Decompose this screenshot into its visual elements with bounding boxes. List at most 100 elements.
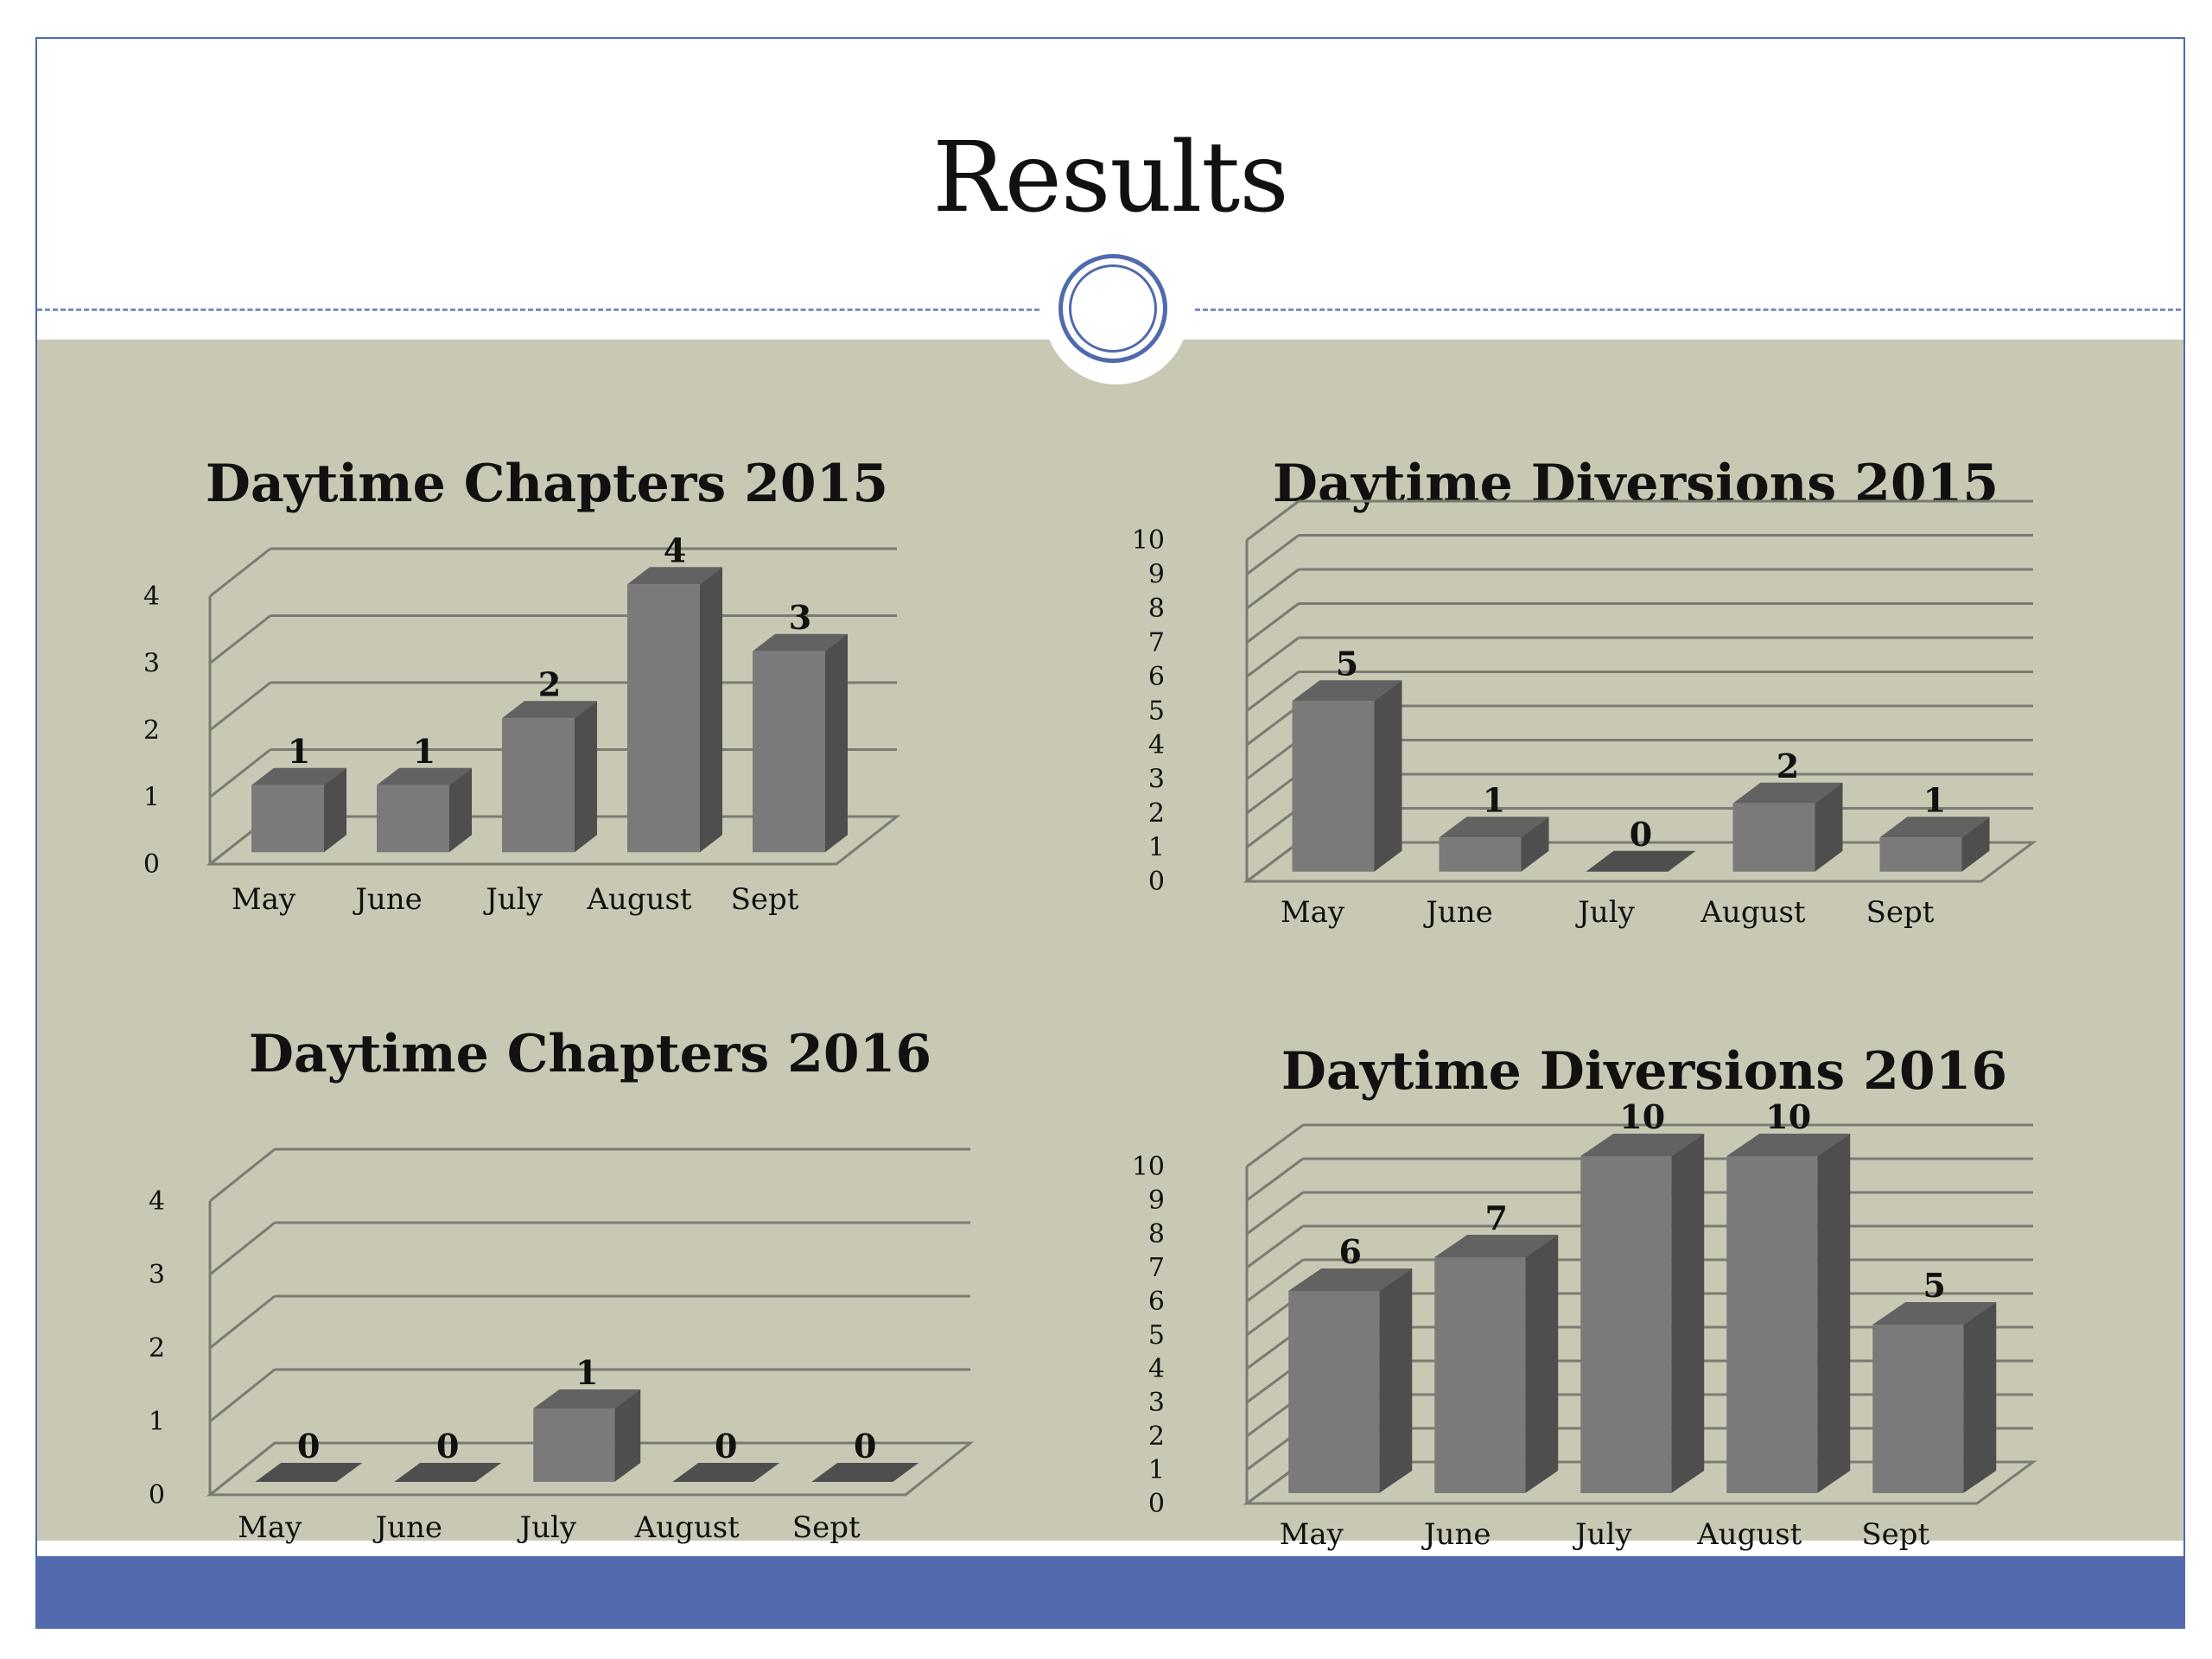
- x-tick-label: June: [353, 882, 423, 917]
- y-tick-label: 2: [143, 715, 160, 746]
- bar-top: [502, 701, 597, 719]
- gridline-side: [209, 1294, 276, 1350]
- data-label: 10: [1765, 1097, 1811, 1136]
- y-tick-label: 2: [1148, 798, 1165, 829]
- data-label: 5: [1923, 1266, 1946, 1305]
- bar-june: [1434, 1235, 1559, 1493]
- y-tick-label: 4: [149, 1186, 165, 1217]
- chart-title: Daytime Diversions 2016: [1281, 1041, 2008, 1102]
- bar-top: [753, 633, 848, 652]
- data-label: 1: [288, 732, 310, 771]
- y-tick-label: 2: [149, 1333, 165, 1363]
- y-tick-label: 10: [1132, 1152, 1165, 1182]
- gridline-side: [209, 681, 271, 732]
- medallion-inner-ring: [1069, 264, 1157, 353]
- bar-top: [533, 1389, 641, 1408]
- bar-july: [533, 1389, 641, 1482]
- bar-front: [1434, 1257, 1526, 1493]
- y-tick-label: 3: [143, 649, 160, 679]
- bar-side: [449, 767, 472, 853]
- bar-side: [1817, 1134, 1851, 1493]
- gridline-side: [209, 1368, 276, 1423]
- y-tick-label: 5: [1148, 696, 1165, 727]
- bar-flat: [255, 1463, 363, 1482]
- bar-may: [1288, 1268, 1413, 1493]
- x-tick-label: Sept: [1861, 1517, 1929, 1552]
- bar-june: [1439, 817, 1549, 872]
- bar-front: [1292, 701, 1375, 872]
- x-tick-label: June: [1423, 895, 1493, 930]
- gridline-side: [1246, 841, 1300, 883]
- x-tick-label: May: [1281, 895, 1345, 930]
- data-label: 7: [1485, 1198, 1508, 1237]
- x-tick-label: August: [586, 882, 692, 917]
- bar-flat: [672, 1463, 780, 1482]
- y-tick-label: 1: [143, 783, 160, 813]
- bar-august: [627, 567, 722, 853]
- data-label: 1: [1923, 780, 1946, 819]
- data-label: 0: [715, 1427, 737, 1465]
- bar-august: [1726, 1134, 1851, 1493]
- bar-side: [825, 633, 848, 853]
- bar-top: [251, 767, 346, 785]
- y-tick-label: 9: [1148, 560, 1165, 590]
- bar-front: [1439, 837, 1522, 872]
- bar-side: [1671, 1134, 1705, 1493]
- data-label: 4: [664, 531, 686, 569]
- y-tick-label: 6: [1148, 662, 1165, 692]
- medallion-ring: [1058, 254, 1167, 363]
- y-tick-label: 0: [143, 849, 160, 880]
- bar-july: [1586, 850, 1696, 872]
- bar-sept: [1879, 817, 1990, 872]
- y-tick-label: 1: [1148, 1455, 1165, 1485]
- y-tick-label: 8: [1148, 1219, 1165, 1249]
- x-tick-label: July: [1575, 895, 1635, 930]
- y-tick-label: 0: [1148, 867, 1165, 897]
- bar-july: [502, 701, 597, 853]
- chart-daytime-chapters-2016: Daytime Chapters 2016 0 1 2 3 4 0 May 0 June 1 Jul…: [115, 989, 1065, 1545]
- y-tick-label: 4: [1148, 1354, 1165, 1384]
- bar-side: [1963, 1302, 1997, 1493]
- gridline-side: [1246, 499, 1300, 542]
- gridline-side: [1246, 636, 1300, 678]
- data-label: 0: [436, 1427, 459, 1465]
- gridline-side: [209, 547, 271, 598]
- bar-front: [502, 718, 575, 853]
- bar-sept: [753, 633, 848, 853]
- gridline-side: [1246, 772, 1300, 815]
- y-tick-label: 9: [1148, 1185, 1165, 1216]
- bar-side: [1374, 680, 1402, 872]
- chart-title: Daytime Chapters 2015: [205, 454, 889, 514]
- bar-top: [1288, 1268, 1413, 1291]
- bar-front: [753, 651, 825, 853]
- chart-daytime-diversions-2016: Daytime Diversions 2016 0 1 2 3 4 5 6 7 8 9 10 6 May…: [1132, 1007, 2154, 1552]
- bar-may: [1292, 680, 1402, 872]
- bar-side: [700, 567, 722, 853]
- bar-top: [1872, 1302, 1997, 1325]
- bar-may: [255, 1463, 363, 1482]
- bar-side: [1815, 782, 1843, 872]
- bar-top: [1580, 1134, 1705, 1156]
- gridline-side: [1246, 534, 1300, 575]
- bar-side: [614, 1389, 641, 1482]
- x-tick-label: Sept: [731, 882, 799, 917]
- bar-front: [627, 584, 700, 853]
- gridline-side: [1246, 568, 1300, 610]
- bar-top: [627, 567, 722, 585]
- bar-top: [1292, 680, 1402, 702]
- gridline-side: [209, 614, 271, 664]
- bar-flat: [1586, 850, 1696, 872]
- bar-sept: [1872, 1302, 1997, 1493]
- chart-title: Daytime Diversions 2015: [1272, 454, 1999, 514]
- y-tick-label: 0: [1148, 1489, 1165, 1519]
- data-label: 3: [789, 598, 811, 637]
- gridline-side: [1246, 1123, 1304, 1168]
- bar-flat: [811, 1463, 919, 1482]
- y-tick-label: 5: [1148, 1320, 1165, 1351]
- x-tick-label: July: [483, 882, 543, 917]
- data-label: 0: [1630, 815, 1652, 854]
- bar-side: [575, 701, 597, 853]
- gridline-side: [1246, 602, 1300, 644]
- bar-flat: [394, 1463, 502, 1482]
